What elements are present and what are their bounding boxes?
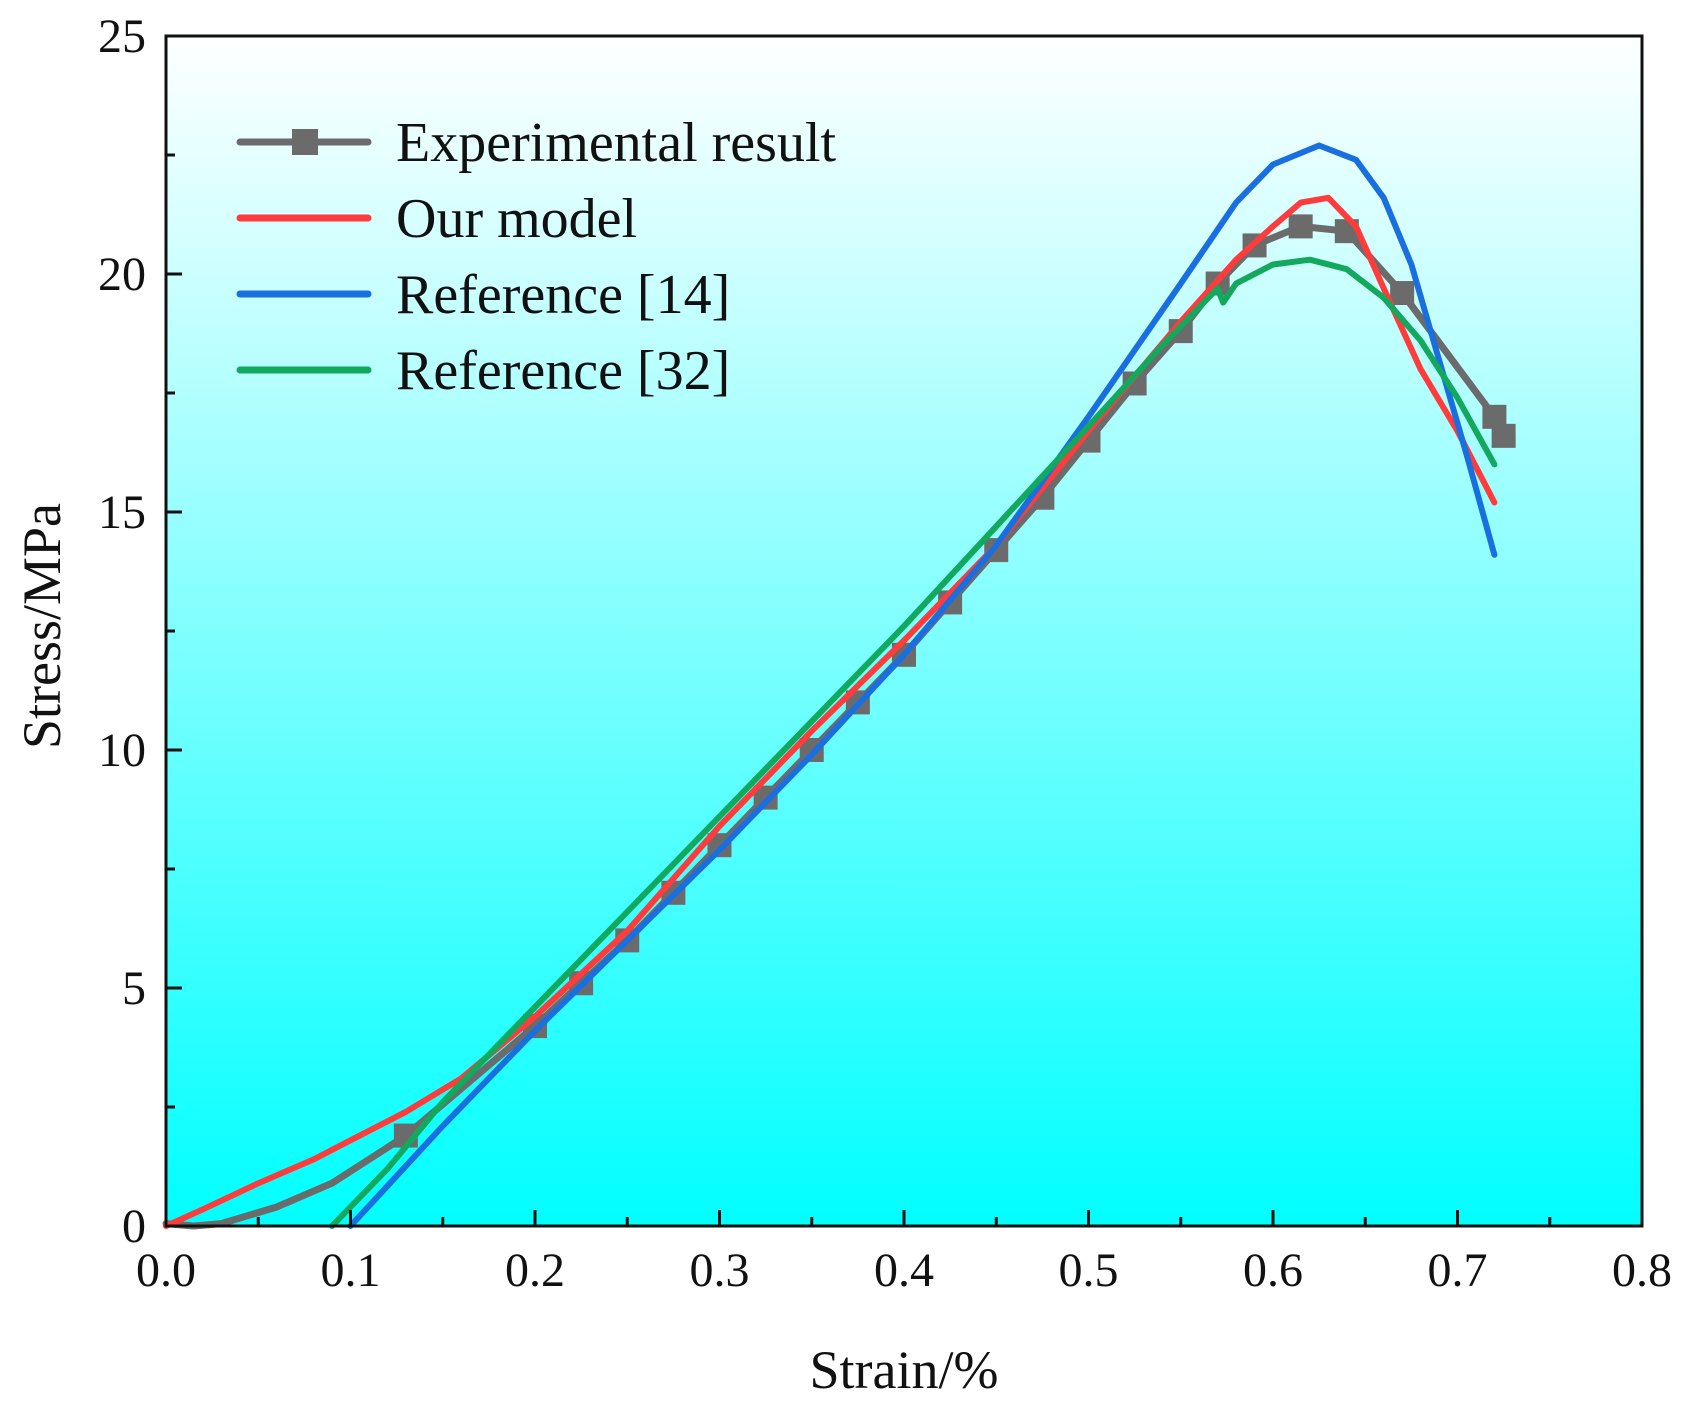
y-tick-label: 20 [98, 248, 146, 301]
legend-label: Reference [32] [396, 340, 730, 402]
legend-label: Experimental result [396, 112, 837, 174]
x-tick-label: 0.8 [1612, 1244, 1672, 1297]
x-tick-label: 0.3 [690, 1244, 750, 1297]
y-tick-label: 25 [98, 10, 146, 63]
legend: Experimental result Our model Reference [1… [236, 112, 837, 402]
series-line-2 [347, 142, 1498, 1229]
y-tick-label: 10 [98, 724, 146, 777]
series-line-1 [163, 194, 1498, 1229]
plot-area [166, 36, 1642, 1226]
y-tick-label: 15 [98, 486, 146, 539]
x-tick-label: 0.1 [321, 1244, 381, 1297]
y-tick-label: 5 [122, 962, 146, 1015]
legend-label: Our model [396, 188, 637, 250]
legend-marker [292, 129, 318, 155]
x-tick-label: 0.4 [874, 1244, 934, 1297]
y-axis-label: Stress/MPa [12, 503, 72, 749]
series-layer [162, 142, 1516, 1230]
x-tick-label: 0.6 [1243, 1244, 1303, 1297]
y-tick-label: 0 [122, 1200, 146, 1253]
series-line-3 [329, 256, 1498, 1229]
experimental-point [1390, 281, 1415, 306]
legend-label: Reference [14] [396, 264, 730, 326]
x-tick-label: 0.5 [1059, 1244, 1119, 1297]
x-tick-label: 0.0 [136, 1244, 196, 1297]
experimental-point [1491, 423, 1516, 448]
x-axis-label: Strain/% [810, 1340, 999, 1400]
axis-ticks: 0.0 0.1 0.2 0.3 0.4 0.5 0.6 0.7 0.8 0 5 10 15 20 25 [98, 10, 1672, 1297]
x-tick-label: 0.2 [505, 1244, 565, 1297]
x-tick-label: 0.7 [1428, 1244, 1488, 1297]
experimental-point [1288, 214, 1313, 239]
